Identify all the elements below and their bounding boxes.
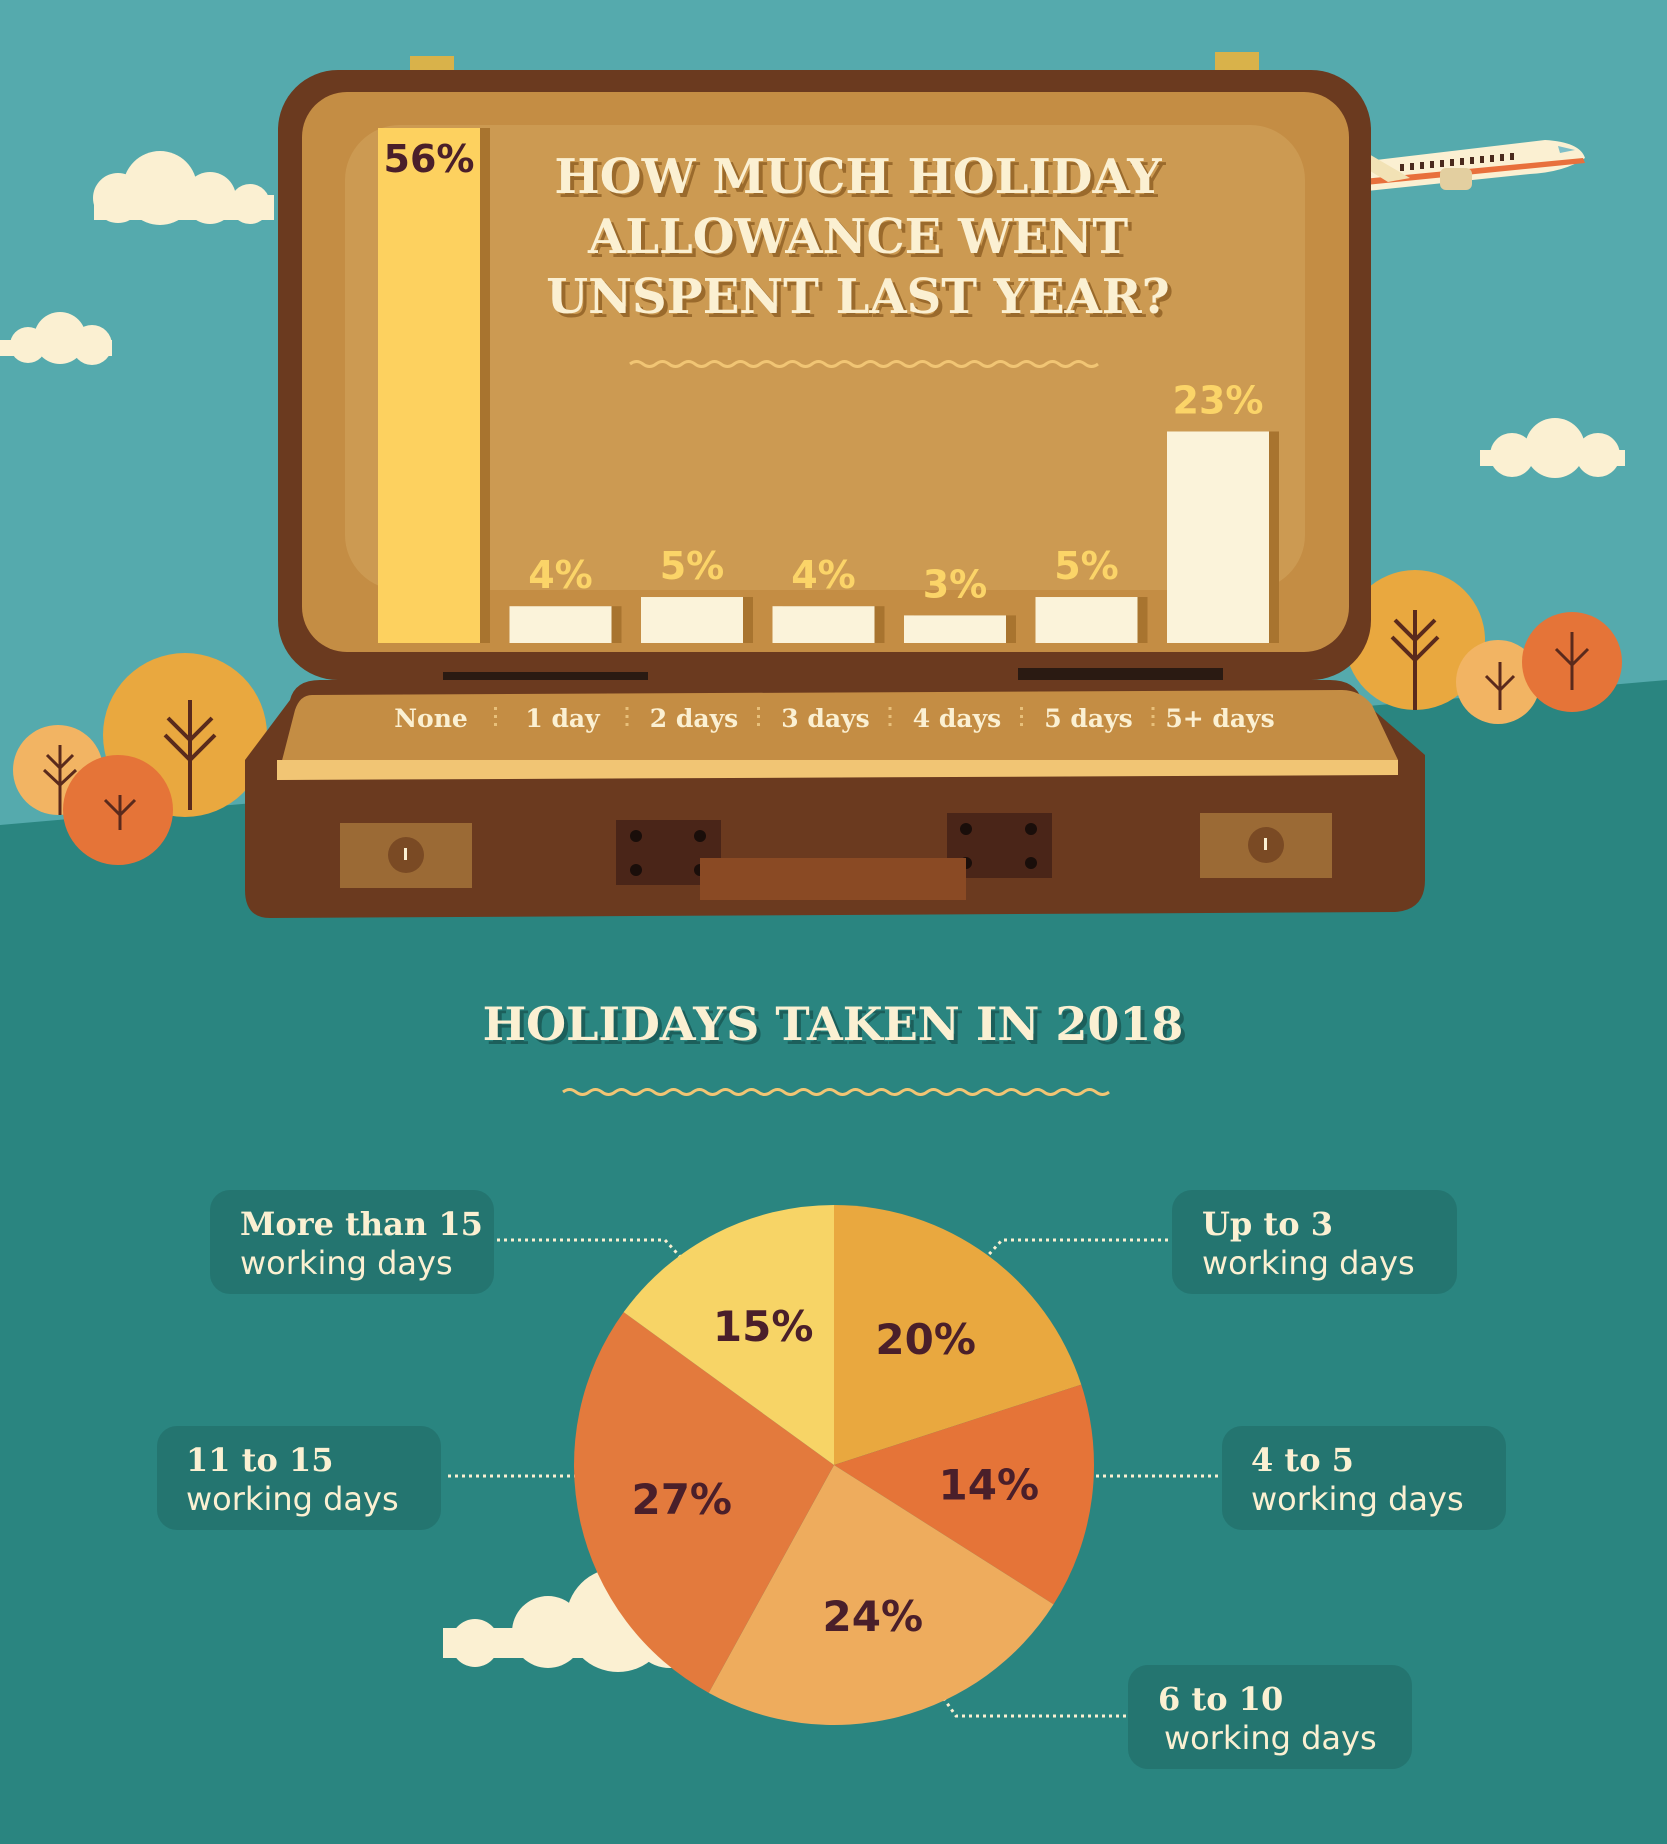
- bar-5: [1035, 597, 1138, 643]
- callout-11-to-15: 11 to 15 working days: [157, 1426, 441, 1530]
- tree-icon: [1345, 570, 1485, 710]
- bar-chart-title: HOW MUCH HOLIDAY HOW MUCH HOLIDAY ALLOWA…: [546, 149, 1174, 329]
- bar-title-line-3-shadow: UNSPENT LAST YEAR?: [550, 273, 1174, 329]
- pie-chart: 20% 14% 24% 27% 15%: [574, 1205, 1094, 1725]
- pie-slice-3: [574, 1312, 834, 1693]
- pie-slice-label: 20%: [875, 1315, 976, 1364]
- pie-slice-label: 27%: [631, 1475, 732, 1524]
- bar-4: [904, 615, 1006, 643]
- callout-6-to-10: 6 to 10 working days: [1128, 1665, 1412, 1769]
- pie-slice-4: [623, 1205, 834, 1465]
- bar-value-label: 56%: [384, 137, 475, 181]
- bar-title-line-2-shadow: ALLOWANCE WENT: [591, 213, 1132, 269]
- callout-label-line2: working days: [1164, 1719, 1377, 1757]
- pie-chart-title-shadow: HOLIDAYS TAKEN IN 2018: [487, 1001, 1188, 1055]
- pie-slice-2: [708, 1465, 1054, 1725]
- pie-slice-label: 15%: [713, 1302, 814, 1351]
- bar-1: [509, 606, 612, 643]
- category-label: 2 days: [650, 704, 738, 733]
- callout-label-line1: 6 to 10: [1158, 1680, 1283, 1718]
- category-label: 4 days: [913, 704, 1001, 733]
- pie-slice-label: 14%: [939, 1461, 1040, 1510]
- cloud-icon: [0, 312, 112, 365]
- callout-label-line1: 4 to 5: [1251, 1441, 1354, 1479]
- category-label: 3 days: [781, 704, 869, 733]
- category-label: 1 day: [525, 704, 601, 733]
- bar-value-label: 5%: [1054, 544, 1119, 588]
- category-label: None: [394, 704, 468, 733]
- callout-label-line1: 11 to 15: [186, 1441, 333, 1479]
- category-label: 5 days: [1044, 704, 1132, 733]
- cloud-icon: [1480, 418, 1625, 478]
- bar-3: [772, 606, 875, 643]
- title-divider-wave: [629, 360, 1099, 368]
- callout-label-line2: working days: [1251, 1480, 1464, 1518]
- bar-6: [1167, 431, 1269, 643]
- suitcase-base: [245, 680, 1425, 918]
- bar-value-label: 4%: [528, 553, 593, 597]
- tree-icon: [63, 755, 173, 865]
- bar-title-line-1: HOW MUCH HOLIDAY: [554, 149, 1162, 205]
- callout-label-line2: working days: [186, 1480, 399, 1518]
- suitcase-lid: [278, 52, 1371, 688]
- pie-slice-1: [834, 1384, 1094, 1605]
- bar-value-label: 5%: [660, 544, 725, 588]
- pie-slice-label: 24%: [823, 1592, 924, 1641]
- bar-title-line-2: ALLOWANCE WENT: [587, 209, 1128, 265]
- pie-title-divider-wave: [562, 1088, 1110, 1096]
- bar-title-line-1-shadow: HOW MUCH HOLIDAY: [558, 153, 1166, 209]
- pie-slice-0: [834, 1205, 1082, 1465]
- bar-2: [641, 597, 743, 643]
- bar-chart: 56% None 4% 1 day 5% 2 days 4% 3 days 3% 4 days 5%…: [378, 128, 1279, 733]
- cloud-icon: [93, 151, 274, 225]
- bar-0: [378, 128, 480, 643]
- category-label: 5+ days: [1165, 704, 1274, 733]
- bar-value-label: 23%: [1173, 378, 1264, 422]
- bar-value-label: 4%: [791, 553, 856, 597]
- callout-label-line2: working days: [240, 1244, 453, 1282]
- bar-title-line-3: UNSPENT LAST YEAR?: [546, 269, 1170, 325]
- tree-icon: [1456, 640, 1540, 724]
- callout-label-line2: working days: [1202, 1244, 1415, 1282]
- bar-value-label: 3%: [923, 562, 988, 606]
- callout-4-to-5: 4 to 5 working days: [1222, 1426, 1506, 1530]
- callout-label-line1: More than 15: [240, 1205, 483, 1243]
- callout-up-to-3: Up to 3 working days: [1172, 1190, 1457, 1294]
- suitcase-handle: [700, 858, 966, 900]
- callout-more-than-15: More than 15 working days: [210, 1190, 494, 1294]
- pie-chart-title: HOLIDAYS TAKEN IN 2018: [483, 997, 1184, 1051]
- callout-label-line1: Up to 3: [1202, 1205, 1333, 1243]
- tree-icon: [1522, 612, 1622, 712]
